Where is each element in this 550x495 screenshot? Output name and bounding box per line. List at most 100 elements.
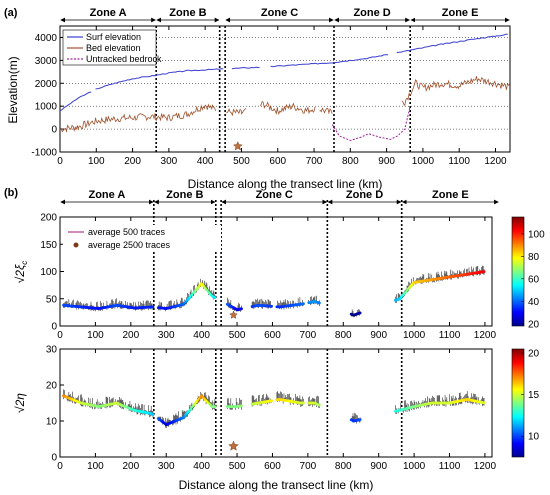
colorbar-tick-label: 60: [528, 274, 540, 285]
panel-b-lower-ylabel: √2η: [13, 393, 27, 413]
legend-label-surf: Surf elevation: [86, 32, 141, 42]
b-lower-point: [240, 404, 243, 408]
colorbar-upper: [511, 216, 525, 327]
x-tick-label: 900: [370, 330, 387, 341]
zone-label: Zone D: [346, 189, 383, 201]
panel-b-upper-plot: 0 100 200 300 400 500 600 700 800 900 1000 1100 1200…: [40, 189, 499, 341]
panel-a-ylabel: Elevation(m): [6, 56, 20, 123]
x-tick-label: 400: [193, 461, 210, 472]
y-tick-label: 100: [40, 267, 57, 278]
b-upper-point: [358, 311, 362, 315]
panel-a-label: (a): [4, 7, 18, 19]
x-tick-label: 300: [161, 156, 178, 167]
y-tick-label: 200: [40, 213, 57, 224]
x-tick-label: 200: [124, 156, 141, 167]
untracked-bedrock-line: [331, 106, 411, 142]
panel-a-xlabel: Distance along the transect line (km): [188, 177, 383, 191]
x-tick-label: 700: [300, 330, 317, 341]
panel-b-lower-plot: 0 100 200 300 400 500 600 700 800 900 1000 1100 1200…: [46, 345, 497, 473]
zone-label: Zone A: [88, 189, 125, 201]
panel-b-lower-frame: [59, 348, 493, 458]
x-tick-label: 1100: [448, 156, 470, 167]
zone-label: Zone E: [432, 189, 469, 201]
legend-label-untracked: Untracked bedrock: [86, 54, 162, 64]
x-tick-label: 1100: [439, 330, 461, 341]
y-tick-label: 50: [46, 294, 58, 305]
zone-label: Zone B: [166, 189, 203, 201]
colorbar-tick-label: 20: [528, 319, 540, 330]
b-lower-point: [213, 405, 217, 408]
x-tick-label: 1000: [403, 330, 426, 341]
panel-b-upper-ylabel: √2ξc: [13, 261, 29, 284]
x-tick-label: 900: [370, 461, 387, 472]
b-lower-point: [482, 401, 486, 405]
x-tick-label: 300: [158, 461, 175, 472]
b-lower-point: [270, 399, 273, 403]
colorbar-lower: [511, 348, 525, 458]
zone-label: Zone E: [442, 7, 479, 19]
star-marker-a: [232, 141, 243, 151]
b-upper-point: [302, 302, 305, 306]
x-tick-label: 1200: [474, 461, 497, 472]
zone-label: Zone D: [353, 7, 390, 19]
x-tick-label: 100: [87, 461, 104, 472]
legend-label-bed: Bed elevation: [86, 43, 141, 53]
x-tick-label: 400: [197, 156, 214, 167]
panel-a-legend: Surf elevation Bed elevation Untracked b…: [62, 29, 162, 66]
legend-label-2500: average 2500 traces: [88, 240, 171, 250]
b-upper-point: [482, 270, 486, 274]
y-tick-label: 2000: [35, 79, 58, 90]
legend-label-500: average 500 traces: [88, 227, 166, 237]
panel-b-upper-ylabel-sub: c: [20, 261, 29, 265]
star-marker-b-upper: [229, 310, 238, 319]
x-tick-label: 200: [122, 330, 139, 341]
x-tick-label: 700: [300, 461, 317, 472]
x-tick-label: 100: [88, 156, 105, 167]
colorbar-tick-label: 10: [528, 432, 540, 443]
x-tick-label: 1000: [412, 156, 435, 167]
x-tick-label: 0: [57, 156, 63, 167]
zone-label: Zone A: [90, 7, 127, 19]
x-tick-label: 400: [193, 330, 210, 341]
panel-b-lower-ylabel-text: √2η: [13, 393, 27, 413]
y-tick-label: 10: [46, 417, 58, 428]
b-lower-point: [317, 403, 321, 407]
b-upper-point: [213, 296, 217, 299]
colorbar-tick-label: 100: [528, 229, 545, 240]
zone-label: Zone B: [169, 7, 206, 19]
x-tick-label: 600: [264, 461, 281, 472]
x-tick-label: 900: [378, 156, 395, 167]
x-tick-label: 800: [342, 156, 359, 167]
colorbar-tick-label: 15: [528, 390, 540, 401]
x-tick-label: 0: [57, 330, 63, 341]
bed-elevation-line: [59, 76, 510, 133]
colorbar-tick-label: 20: [528, 349, 540, 360]
y-tick-label: 0: [51, 125, 57, 136]
x-tick-label: 600: [264, 330, 281, 341]
y-tick-label: 0: [51, 453, 57, 464]
panel-b-xlabel: Distance along the transect line (km): [179, 478, 374, 492]
b-upper-point: [240, 307, 243, 311]
b-upper-point: [270, 304, 273, 308]
y-tick-label: 150: [40, 240, 57, 251]
x-tick-label: 700: [306, 156, 323, 167]
b-lower-point: [151, 413, 155, 416]
panel-b-legend: average 500 traces average 2500 traces: [63, 225, 221, 251]
y-tick-label: 0: [51, 322, 57, 333]
x-tick-label: 800: [335, 461, 352, 472]
y-tick-label: 4000: [35, 33, 58, 44]
x-tick-label: 1000: [403, 461, 426, 472]
panel-b-upper-ylabel-main: √2ξ: [13, 264, 27, 283]
b-lower-point: [302, 401, 305, 405]
panel-b-label: (b): [4, 187, 18, 199]
x-tick-label: 1200: [474, 330, 497, 341]
colorbar-tick-label: 40: [528, 297, 540, 308]
panel-b-legend-box: [63, 225, 221, 251]
b-upper-point: [317, 301, 321, 305]
star-marker-b-lower: [228, 440, 239, 451]
x-tick-label: 600: [269, 156, 286, 167]
y-tick-label: 1000: [35, 102, 58, 113]
y-tick-label: 30: [46, 345, 58, 356]
legend-swatch-2500: [73, 242, 79, 248]
